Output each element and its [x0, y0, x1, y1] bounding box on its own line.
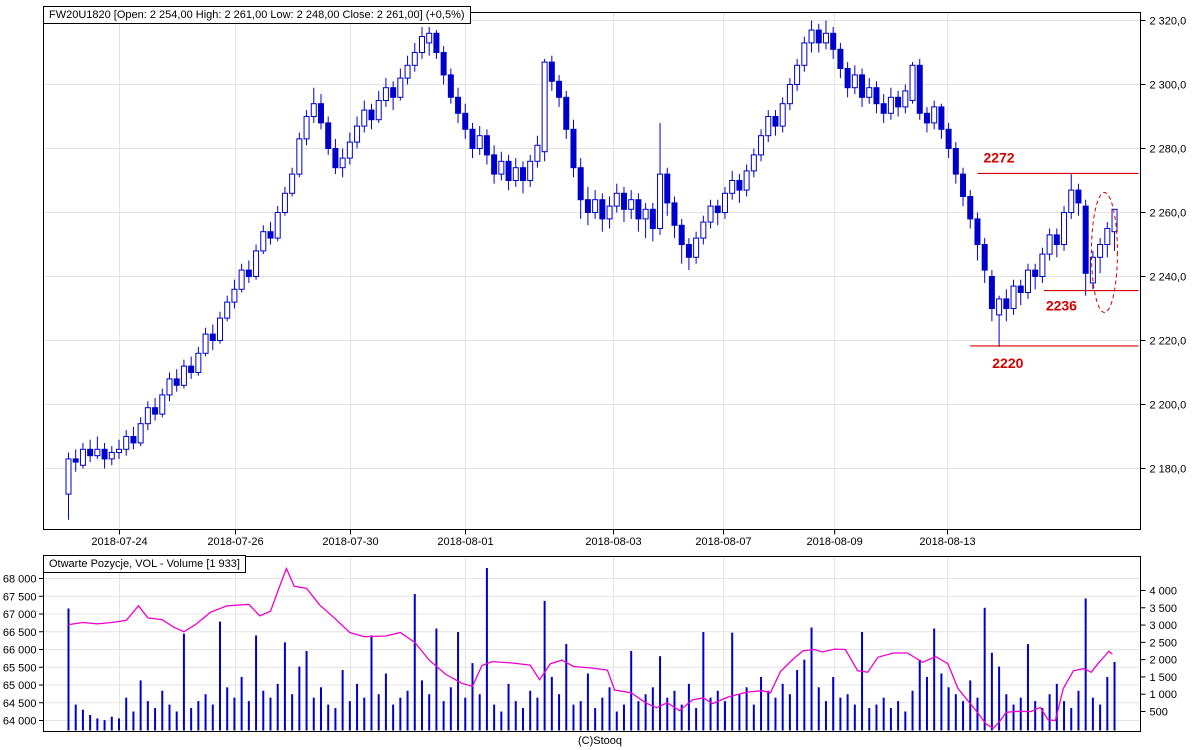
gridlines	[43, 12, 1141, 732]
candlesticks	[65, 20, 1118, 520]
svg-text:1 000: 1 000	[1150, 689, 1178, 701]
svg-text:2 180,0: 2 180,0	[1150, 464, 1187, 476]
svg-text:2018-08-03: 2018-08-03	[585, 536, 641, 548]
svg-text:2 220,0: 2 220,0	[1150, 336, 1187, 348]
svg-text:2 260,0: 2 260,0	[1150, 208, 1187, 220]
svg-text:3 500: 3 500	[1150, 603, 1178, 615]
volume-bars	[67, 568, 1116, 731]
svg-text:3 000: 3 000	[1150, 620, 1178, 632]
copyright-label: (C)Stooq	[577, 735, 623, 747]
svg-text:67 500: 67 500	[3, 591, 37, 603]
svg-text:2018-07-26: 2018-07-26	[207, 536, 263, 548]
svg-text:2 240,0: 2 240,0	[1150, 272, 1187, 284]
svg-text:4 000: 4 000	[1150, 586, 1178, 598]
svg-text:2220: 2220	[992, 355, 1023, 371]
svg-text:64 000: 64 000	[3, 716, 37, 728]
axis-labels: 2 320,0 2 300,0 2 280,0 2 260,0 2 240,0 2 220…	[3, 16, 1186, 728]
svg-text:64 500: 64 500	[3, 698, 37, 710]
svg-text:2236: 2236	[1046, 298, 1077, 314]
svg-text:2 320,0: 2 320,0	[1150, 16, 1187, 28]
open-interest-line	[68, 566, 1113, 730]
annotations: 2272 2236 2220	[970, 149, 1139, 371]
svg-text:2018-08-07: 2018-08-07	[695, 536, 751, 548]
svg-text:65 500: 65 500	[3, 662, 37, 674]
svg-text:2 500: 2 500	[1150, 637, 1178, 649]
svg-text:2 000: 2 000	[1150, 655, 1178, 667]
svg-text:2018-08-01: 2018-08-01	[437, 536, 493, 548]
svg-text:1 500: 1 500	[1150, 672, 1178, 684]
svg-text:2018-08-13: 2018-08-13	[919, 536, 975, 548]
panel-borders	[43, 12, 1141, 732]
svg-text:2018-07-24: 2018-07-24	[91, 536, 147, 548]
svg-text:500: 500	[1150, 707, 1168, 719]
svg-text:2018-08-09: 2018-08-09	[806, 536, 862, 548]
svg-text:2018-07-30: 2018-07-30	[322, 536, 378, 548]
svg-text:2 280,0: 2 280,0	[1150, 144, 1187, 156]
svg-text:68 000: 68 000	[3, 574, 37, 586]
svg-text:66 500: 66 500	[3, 627, 37, 639]
svg-text:2272: 2272	[983, 149, 1014, 165]
svg-text:67 000: 67 000	[3, 609, 37, 621]
volume-panel-title: Otwarte Pozycje, VOL - Volume [1 933]	[43, 555, 246, 573]
svg-text:65 000: 65 000	[3, 680, 37, 692]
svg-text:2 200,0: 2 200,0	[1150, 400, 1187, 412]
svg-text:2 300,0: 2 300,0	[1150, 80, 1187, 92]
price-panel-title: FW20U1820 [Open: 2 254,00 High: 2 261,00…	[43, 6, 471, 24]
svg-text:66 000: 66 000	[3, 645, 37, 657]
